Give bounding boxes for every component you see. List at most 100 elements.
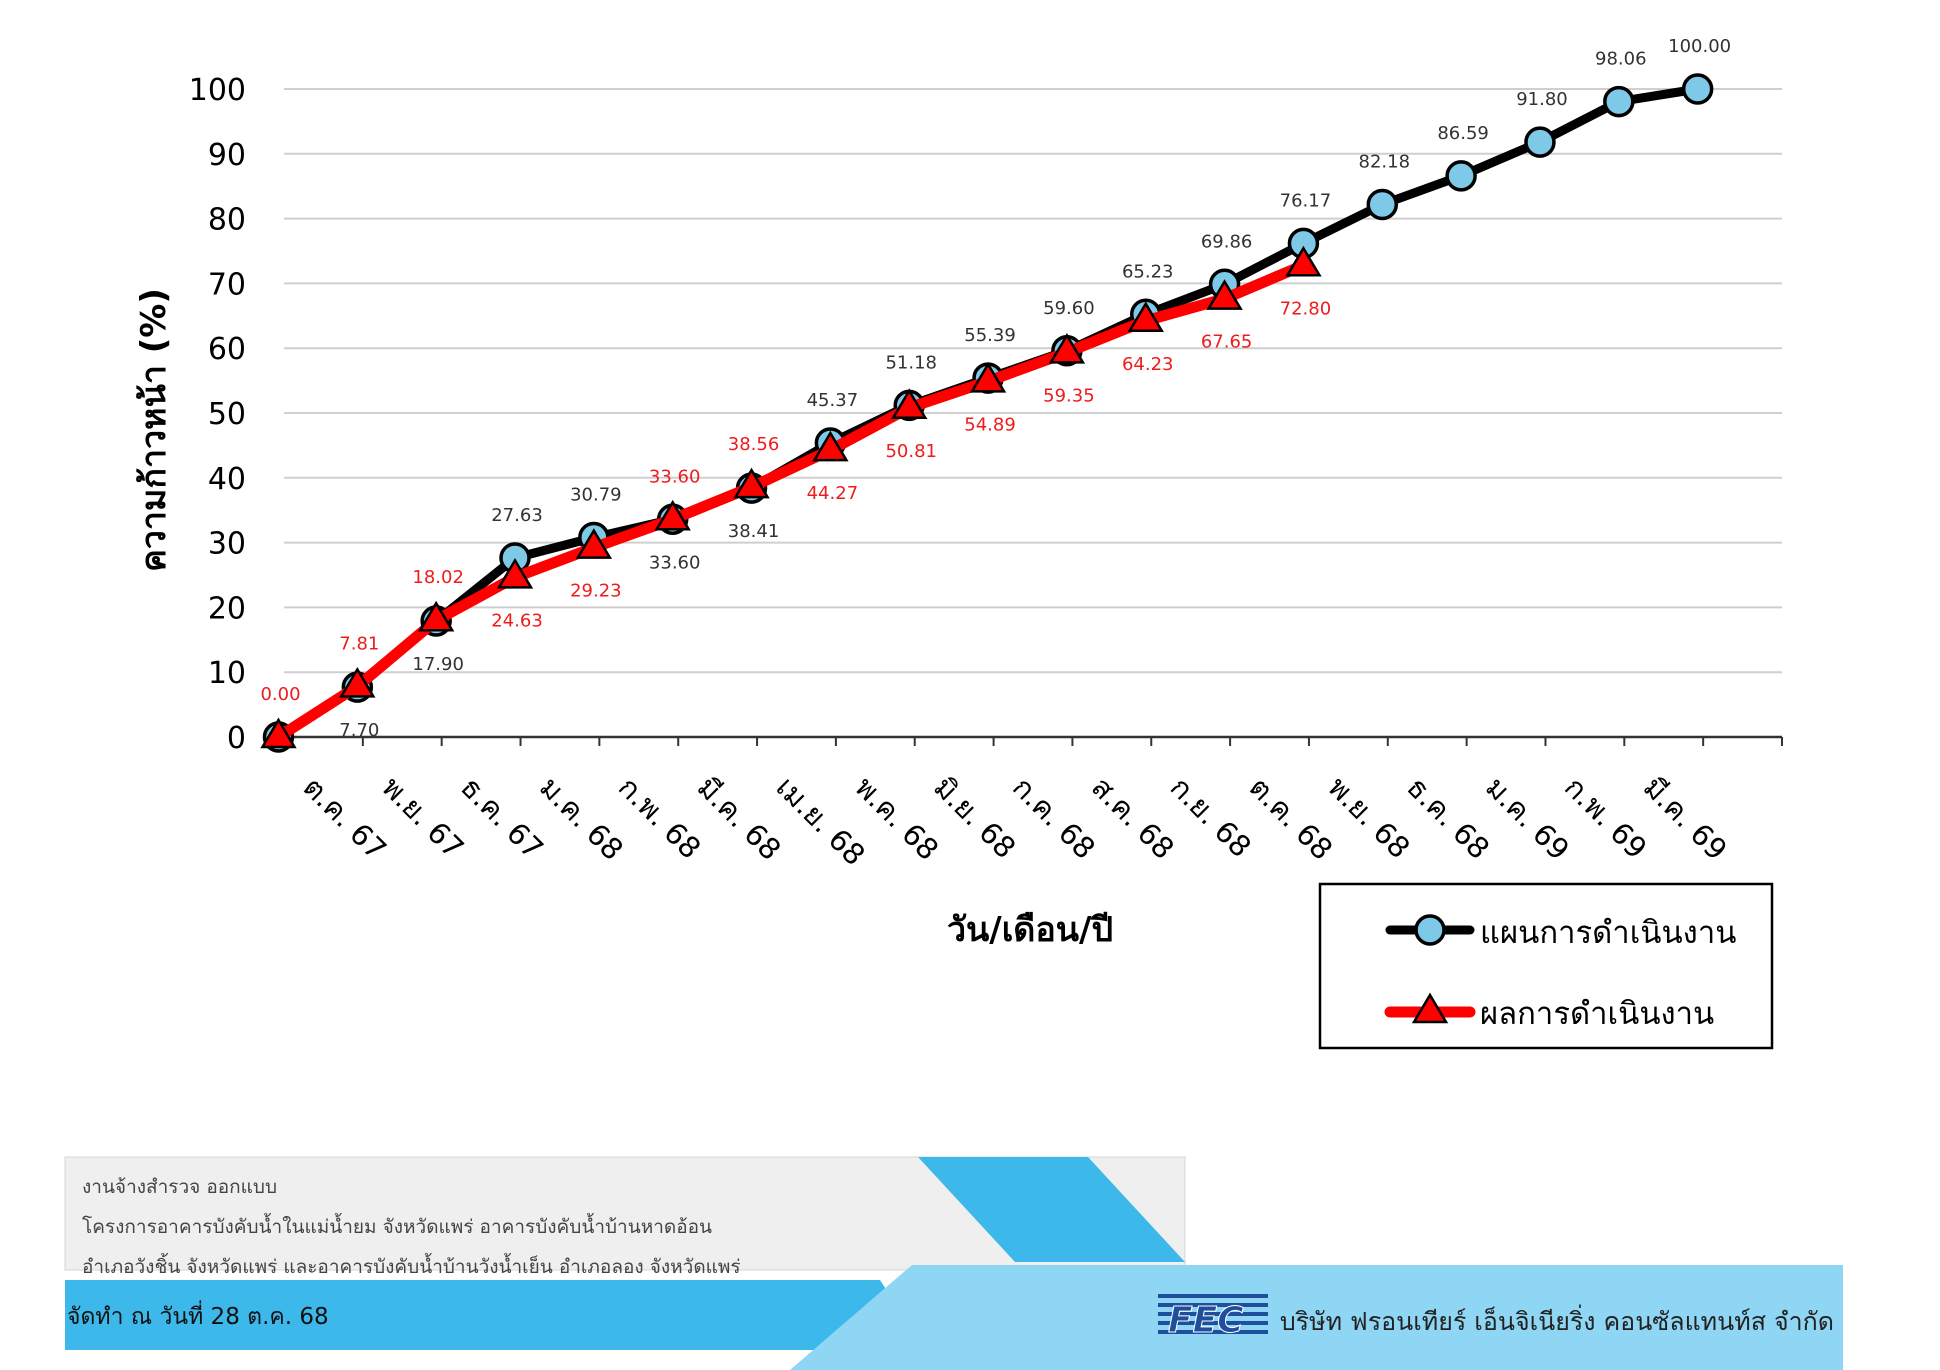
actual-data-label: 29.23 [570, 581, 622, 602]
plan-data-label: 86.59 [1437, 123, 1489, 144]
plan-data-label: 91.80 [1516, 89, 1568, 110]
footer-date-bar [65, 1280, 925, 1350]
actual-data-label: 44.27 [807, 483, 859, 504]
plan-point [1366, 188, 1399, 221]
actual-data-label: 0.00 [260, 684, 300, 705]
y-tick-label: 70 [208, 267, 246, 302]
actual-data-label: 33.60 [649, 466, 701, 487]
actual-point [654, 499, 691, 531]
actual-point [969, 361, 1007, 393]
plan-data-label: 76.17 [1280, 190, 1332, 211]
footer-diagonal-accent [918, 1157, 1185, 1262]
logo-text: FEC [1168, 1300, 1244, 1341]
footer-date: จัดทำ ณ วันที่ 28 ต.ค. 68 [67, 1300, 329, 1330]
actual-data-label: 50.81 [885, 441, 937, 462]
legend: แผนการดำเนินงาน ผลการดำเนินงาน [1318, 882, 1774, 1050]
plan-data-label: 17.90 [412, 654, 464, 675]
x-tick-label: พ.ย. 67 [375, 770, 470, 865]
actual-point [260, 717, 297, 749]
plan-point [1445, 160, 1477, 192]
actual-point [1048, 332, 1086, 364]
y-tick-label: 30 [208, 527, 246, 562]
plan-data-label: 45.37 [807, 390, 859, 411]
plan-point [1681, 73, 1714, 105]
data-labels: 7.70 17.90 27.63 30.79 33.60 38.41 45.37 51.18 5… [260, 36, 1731, 741]
x-axis: ต.ค. 67พ.ย. 67ธ.ค. 67ม.ค. 68ก.พ. 68มี.ค.… [284, 735, 1783, 872]
actual-data-label: 24.63 [491, 610, 543, 631]
legend-box [1318, 882, 1774, 1050]
y-tick-label: 50 [208, 397, 246, 432]
x-tick-label: มี.ค. 68 [691, 770, 788, 867]
legend-plan-label: แผนการดำเนินงาน [1480, 915, 1736, 951]
series-actual [260, 245, 1322, 749]
footer-project-line-1: งานจ้างสำรวจ ออกแบบ [82, 1176, 277, 1198]
actual-data-label: 7.81 [339, 633, 379, 654]
grid-lines [284, 88, 1782, 674]
x-tick-label: ม.ค. 68 [533, 770, 630, 867]
plan-data-label: 30.79 [570, 484, 622, 505]
x-tick-label: มี.ค. 69 [1637, 770, 1734, 867]
y-axis-ticks: 0 10 20 30 40 50 60 70 80 90 100 [189, 73, 246, 756]
actual-data-label: 67.65 [1201, 332, 1253, 353]
footer: งานจ้างสำรวจ ออกแบบ โครงการอาคารบังคับน้… [64, 1156, 1843, 1370]
x-tick-label: ธ.ค. 68 [1400, 770, 1496, 866]
actual-data-label: 59.35 [1043, 385, 1095, 406]
x-tick-label: ม.ค. 69 [1479, 770, 1576, 867]
actual-point [339, 666, 376, 698]
x-tick-label: พ.ย. 68 [1321, 770, 1416, 865]
plan-point [1603, 85, 1635, 118]
y-tick-label: 10 [208, 656, 246, 691]
x-tick-label: ก.ย. 68 [1164, 770, 1258, 864]
x-axis-title: วัน/เดือน/ปี [947, 910, 1113, 950]
footer-company-bar [790, 1265, 1843, 1370]
actual-point [496, 557, 534, 589]
plan-data-label: 100.00 [1668, 36, 1731, 57]
x-tick-label: ต.ค. 68 [1243, 770, 1340, 867]
plan-data-label: 98.06 [1595, 49, 1647, 70]
footer-project-line-3: อำเภอวังชิ้น จังหวัดแพร่ และอาคารบังคับน… [82, 1253, 741, 1278]
plan-data-label: 38.41 [728, 521, 780, 542]
x-tick-label: มิ.ย. 68 [927, 770, 1022, 865]
actual-data-label: 54.89 [964, 414, 1016, 435]
x-tick-label: ก.พ. 69 [1558, 770, 1654, 866]
actual-point [417, 600, 455, 632]
footer-project-line-2: โครงการอาคารบังคับน้ำในแม่น้ำยม จังหวัดแ… [82, 1213, 712, 1238]
actual-data-label: 18.02 [412, 567, 464, 588]
x-tick-label: ธ.ค. 67 [454, 770, 550, 866]
actual-point [891, 388, 928, 420]
x-tick-label: ก.พ. 68 [612, 770, 708, 866]
actual-data-label: 72.80 [1280, 298, 1332, 319]
plan-data-label: 69.86 [1201, 231, 1253, 252]
plan-data-label: 59.60 [1043, 298, 1095, 319]
legend-actual-marker [1411, 992, 1449, 1024]
y-tick-label: 20 [208, 591, 246, 626]
actual-point [575, 528, 613, 559]
legend-actual-label: ผลการดำเนินงาน [1480, 996, 1714, 1032]
plan-data-label: 51.18 [885, 352, 937, 373]
y-tick-label: 60 [208, 332, 246, 367]
y-tick-label: 80 [208, 203, 246, 238]
y-tick-label: 90 [208, 138, 246, 173]
x-tick-label: ก.ค. 68 [1006, 770, 1102, 866]
actual-point [1206, 279, 1243, 310]
plan-data-label: 55.39 [964, 325, 1016, 346]
footer-company: บริษัท ฟรอนเทียร์ เอ็นจิเนียริ่ง คอนซัลแ… [1280, 1304, 1834, 1336]
actual-point [733, 467, 770, 499]
y-tick-label: 40 [208, 462, 246, 497]
plan-data-label: 65.23 [1122, 261, 1174, 282]
plan-data-label: 7.70 [339, 720, 379, 741]
plan-data-label: 82.18 [1359, 151, 1411, 172]
actual-point [1285, 245, 1322, 277]
actual-data-label: 64.23 [1122, 354, 1174, 375]
actual-data-label: 38.56 [728, 434, 780, 455]
actual-point [812, 430, 849, 462]
y-tick-label: 100 [189, 73, 246, 108]
plan-data-label: 33.60 [649, 552, 701, 573]
plan-data-label: 27.63 [491, 505, 543, 526]
fec-logo-icon: FEC [1158, 1294, 1268, 1342]
plan-point [1524, 126, 1556, 158]
y-axis-title: ความก้าวหน้า (%) [134, 288, 174, 572]
x-tick-label: ต.ค. 67 [296, 770, 393, 867]
x-tick-label: ส.ค. 68 [1085, 770, 1181, 866]
